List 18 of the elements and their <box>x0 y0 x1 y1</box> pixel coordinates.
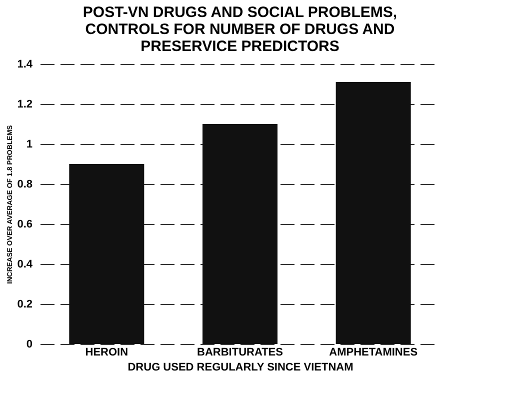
x-tick-label: AMPHETAMINES <box>329 346 418 358</box>
text: POST-VN DRUGS AND SOCIAL PROBLEMS, <box>82 4 398 21</box>
y-tick-label: 0 <box>26 338 32 350</box>
y-tick-label: 0.4 <box>17 258 34 270</box>
bar <box>202 124 278 344</box>
x-axis-title: DRUG USED REGULARLY SINCE VIETNAM <box>128 362 354 374</box>
text: PRESERVICE PREDICTORS <box>140 38 340 55</box>
x-tick-label: HEROIN <box>85 346 128 358</box>
y-tick-label: 0.6 <box>17 218 32 230</box>
y-tick-label: 1.4 <box>17 58 34 70</box>
text: CONTROLS FOR NUMBER OF DRUGS AND <box>85 21 395 38</box>
bar <box>69 164 144 344</box>
y-tick-label: 0.8 <box>17 178 32 190</box>
bar <box>336 82 411 344</box>
y-tick-label: 0.2 <box>17 298 32 310</box>
y-tick-label: 1 <box>26 138 32 150</box>
x-tick-label: BARBITURATES <box>197 346 283 358</box>
y-tick-label: 1.2 <box>17 98 32 110</box>
